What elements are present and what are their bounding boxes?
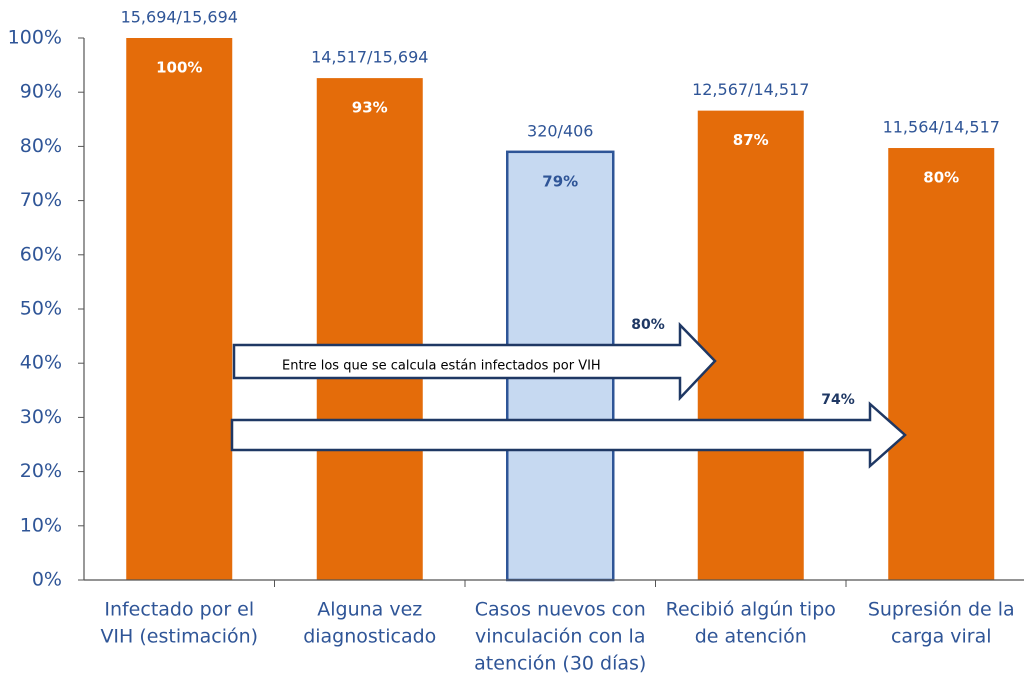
x-tick-label: Casos nuevos con: [475, 599, 646, 621]
arrow: [232, 321, 717, 402]
count-label: 320/406: [527, 121, 593, 140]
value-label: 100%: [156, 59, 202, 77]
y-tick-label: 70%: [20, 189, 62, 211]
bar: [126, 38, 233, 580]
x-tick-label: de atención: [695, 626, 807, 648]
arrow: [230, 401, 907, 469]
x-tick-label: vinculación con la: [475, 626, 645, 648]
x-tick-label: Alguna vez: [317, 599, 422, 621]
x-tick-label: carga viral: [891, 626, 992, 648]
value-label: 87%: [733, 131, 769, 149]
x-tick-label: VIH (estimación): [100, 626, 258, 648]
y-tick-label: 30%: [20, 406, 62, 428]
x-tick-label: atención (30 días): [474, 653, 646, 675]
y-tick-label: 80%: [20, 135, 62, 157]
count-label: 14,517/15,694: [311, 48, 428, 67]
y-tick-label: 0%: [32, 569, 62, 591]
y-tick-label: 10%: [20, 514, 62, 536]
count-label: 11,564/14,517: [883, 118, 1000, 137]
x-tick-label: diagnosticado: [303, 626, 436, 648]
bar: [316, 78, 423, 580]
arrow-text: Entre los que se calcula están infectado…: [282, 359, 601, 374]
count-label: 15,694/15,694: [121, 8, 238, 27]
y-tick-label: 20%: [20, 460, 62, 482]
y-tick-label: 40%: [20, 352, 62, 374]
y-tick-label: 50%: [20, 298, 62, 320]
value-label: 80%: [923, 169, 959, 187]
y-tick-label: 60%: [20, 243, 62, 265]
x-tick-label: Supresión de la: [868, 599, 1015, 621]
arrow-label: 74%: [821, 392, 855, 408]
bar: [888, 148, 995, 580]
value-label: 93%: [352, 99, 388, 117]
arrow-label: 80%: [631, 317, 665, 333]
bar: [697, 110, 804, 581]
y-tick-label: 90%: [20, 81, 62, 103]
y-tick-label: 100%: [8, 27, 62, 49]
x-tick-label: Infectado por el: [104, 599, 254, 621]
count-label: 12,567/14,517: [692, 80, 809, 99]
x-tick-label: Recibió algún tipo: [666, 599, 836, 621]
value-label: 79%: [542, 172, 578, 190]
